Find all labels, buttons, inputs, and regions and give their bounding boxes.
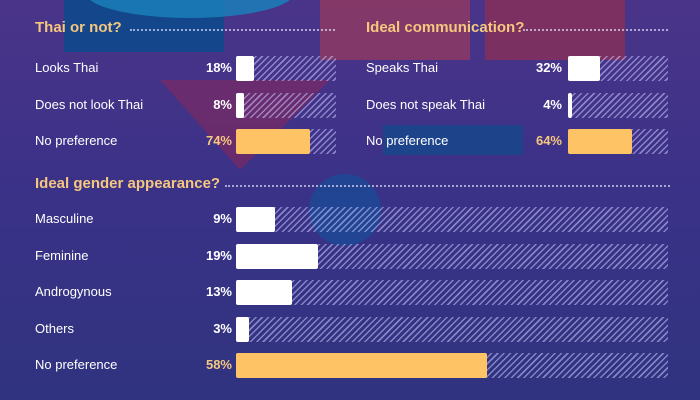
bar-fill [568, 56, 600, 81]
value-label: 32% [535, 60, 562, 75]
category-label: Looks Thai [35, 60, 99, 75]
section-title: Thai or not? [35, 19, 122, 36]
dotted-divider [523, 29, 668, 31]
value-label: 3% [213, 320, 232, 336]
category-label: Feminine [35, 247, 89, 263]
bar-fill [236, 243, 319, 269]
value-label: 74% [205, 133, 232, 148]
value-label: 64% [535, 133, 562, 148]
section-title: Ideal gender appearance? [35, 175, 221, 192]
bar-track [236, 207, 668, 232]
value-label: 4% [543, 96, 562, 112]
bar-track [236, 316, 668, 342]
value-label: 9% [213, 211, 232, 226]
bar-track [236, 280, 668, 305]
bar-fill [236, 353, 487, 378]
bar-fill [236, 129, 310, 154]
category-label: Androgynous [35, 284, 112, 299]
bar-track [236, 92, 336, 118]
bar-fill [236, 207, 275, 232]
bar-track [568, 129, 668, 154]
bar-track [568, 92, 668, 118]
bar-track [568, 56, 668, 81]
category-label: No preference [35, 133, 118, 148]
value-label: 18% [205, 60, 232, 75]
bar-fill [236, 92, 244, 118]
bar-track [236, 56, 336, 81]
section-title: Ideal communication? [366, 19, 525, 36]
bar-fill [236, 56, 254, 81]
category-label: Masculine [35, 211, 94, 226]
bar-fill [568, 129, 632, 154]
value-label: 8% [213, 96, 232, 112]
value-label: 13% [205, 284, 232, 299]
category-label: Does not speak Thai [366, 96, 485, 112]
dotted-divider [225, 185, 670, 187]
bar-track [236, 353, 668, 378]
bar-fill [568, 92, 572, 118]
category-label: Others [35, 320, 75, 336]
bar-track [236, 243, 668, 269]
category-label: No preference [366, 133, 449, 148]
bg-cyan-ellipse [90, 0, 290, 18]
category-label: No preference [35, 357, 118, 372]
category-label: Does not look Thai [35, 96, 144, 112]
bar-fill [236, 316, 249, 342]
category-label: Speaks Thai [366, 60, 439, 75]
value-label: 19% [205, 247, 232, 263]
bar-track [236, 129, 336, 154]
dotted-divider [130, 29, 335, 31]
value-label: 58% [205, 357, 232, 372]
bar-fill [236, 280, 293, 305]
